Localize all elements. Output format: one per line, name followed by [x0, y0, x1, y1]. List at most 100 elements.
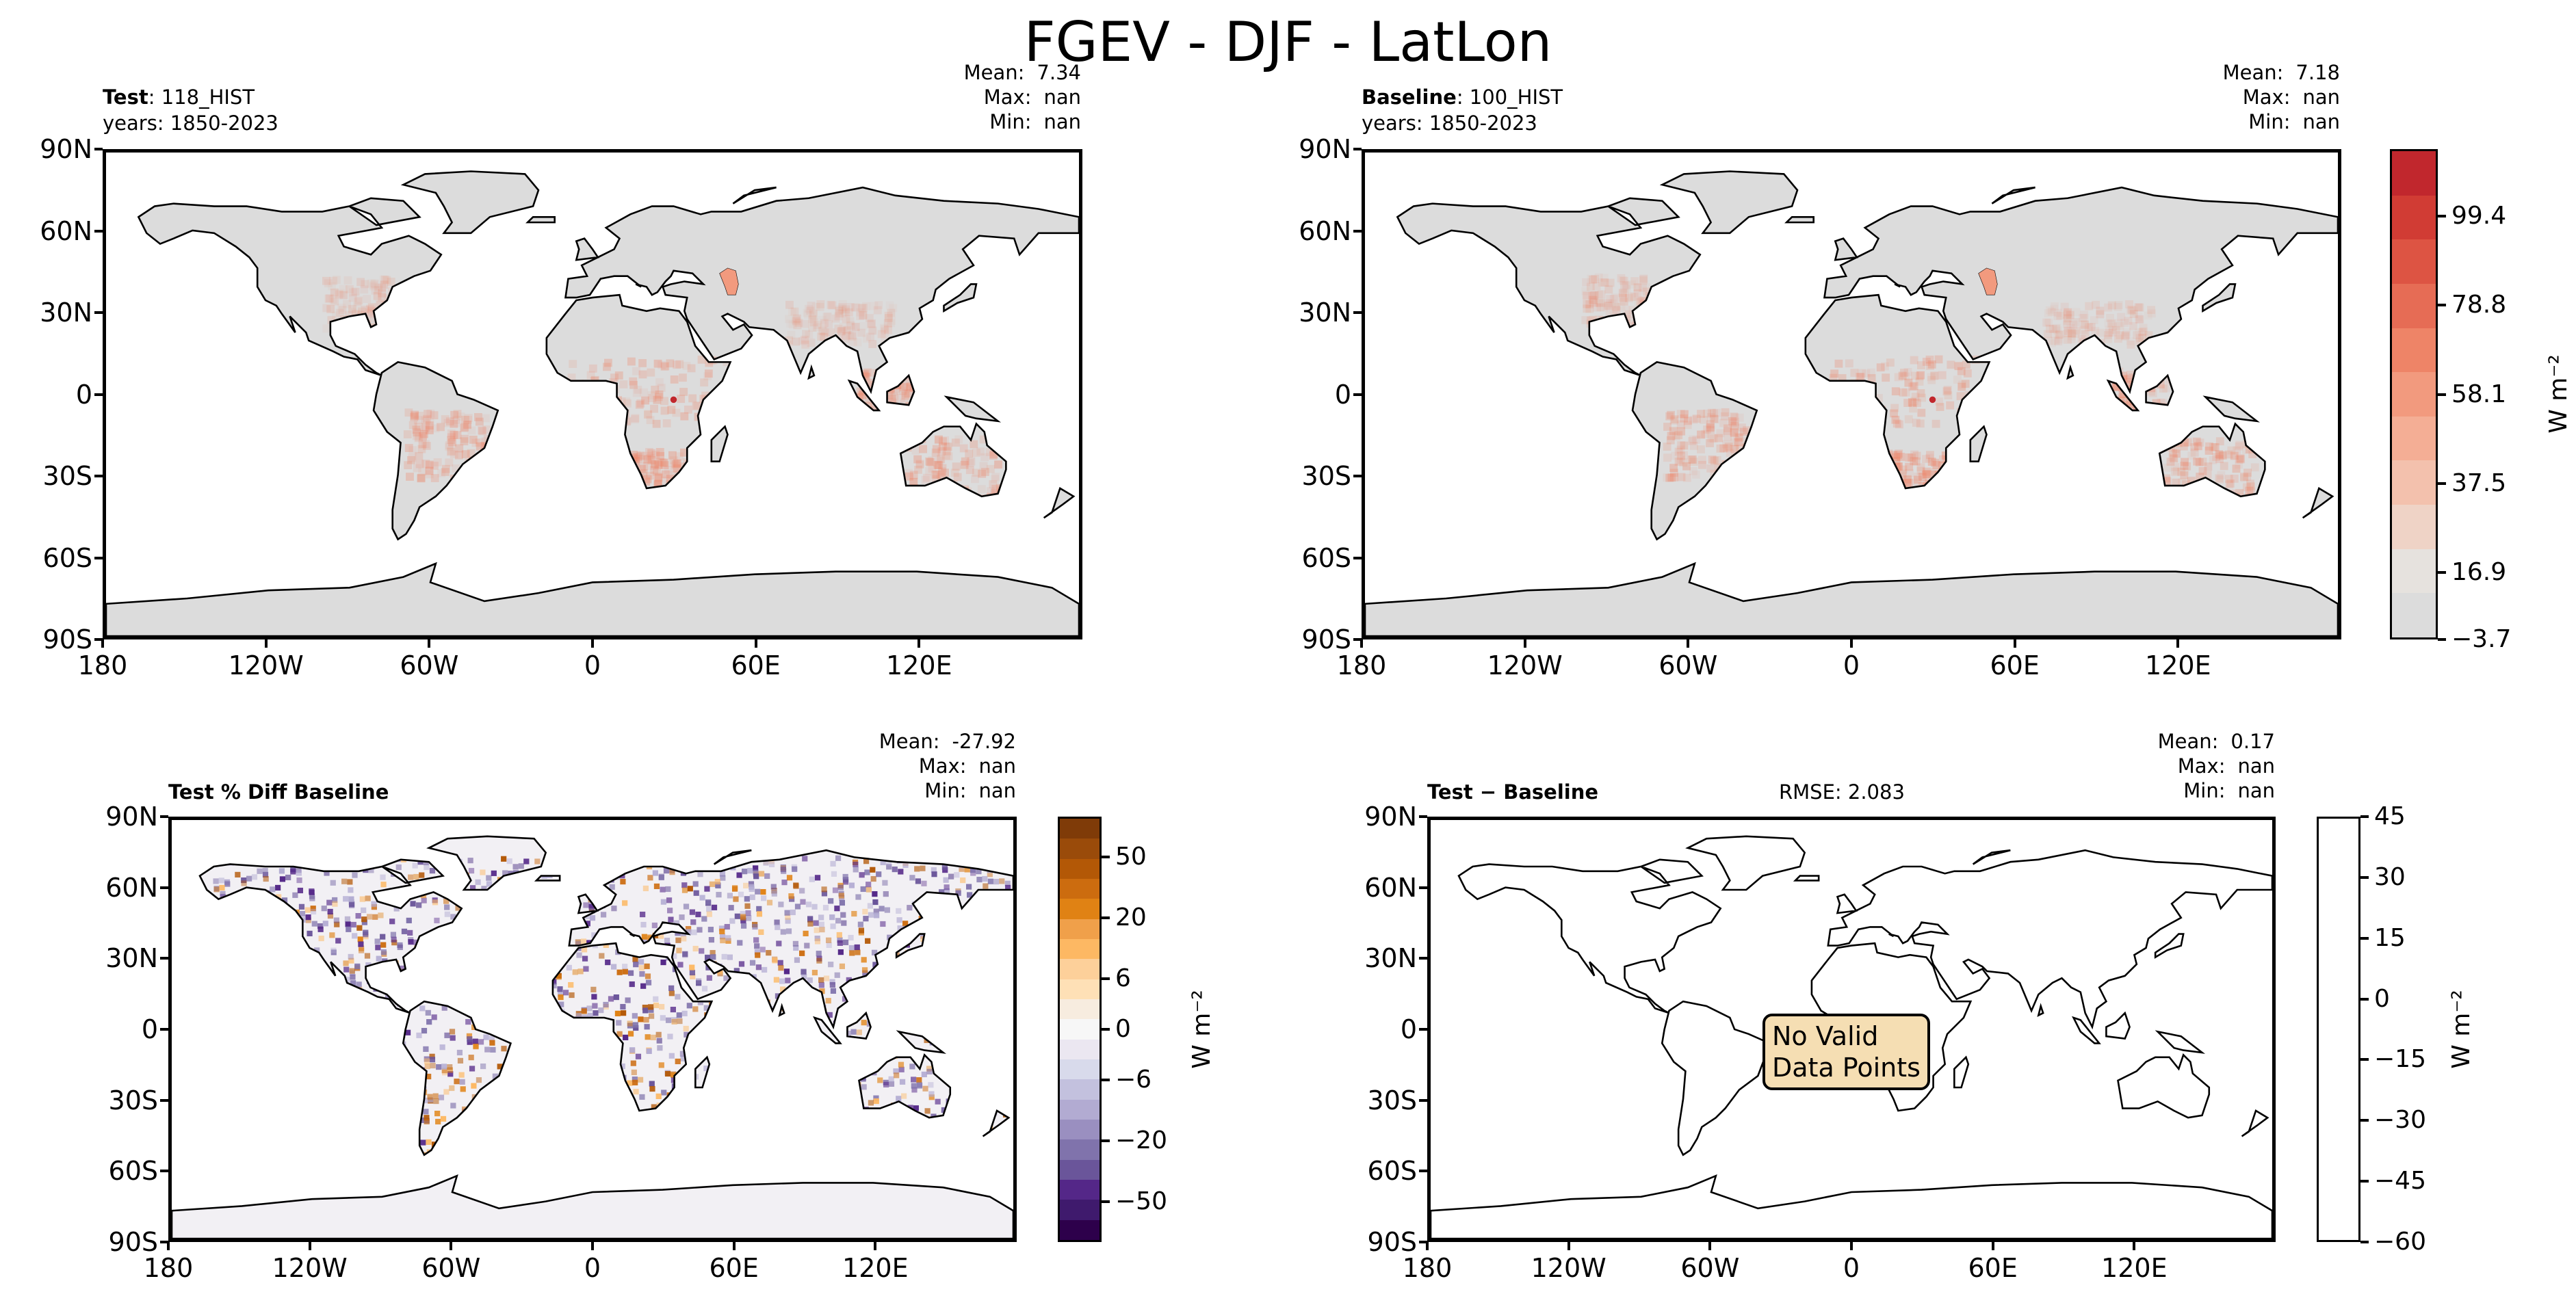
- diff-cb-tick: 0: [2374, 984, 2390, 1013]
- colorbar-segment: [1060, 979, 1100, 1001]
- test-lat-tickmark: [94, 393, 103, 396]
- colorbar-segment: [2392, 549, 2436, 595]
- pctdiff-cb-tickmark: [1102, 977, 1110, 980]
- baseline-lat-tickmark: [1353, 229, 1362, 233]
- pctdiff-lon-tick: 60W: [421, 1253, 481, 1283]
- diff-lon-tick: 120E: [2101, 1253, 2168, 1283]
- top-cb-tick: 16.9: [2451, 558, 2507, 587]
- colorbar-segment: [2392, 460, 2436, 507]
- diff-lon-tickmark: [1850, 1242, 1853, 1250]
- caspian-sea: [1979, 268, 1998, 295]
- top-cb-tick: 99.4: [2451, 201, 2507, 230]
- test-years: years: 1850-2023: [103, 111, 278, 135]
- diff-lon-tick: 180: [1402, 1253, 1453, 1283]
- top-colorbar: [2390, 149, 2438, 639]
- diff-map: No Valid Data Points: [1427, 817, 2276, 1242]
- top-cb-tick: 37.5: [2451, 468, 2507, 497]
- pctdiff-lat-tickmark: [160, 957, 168, 960]
- baseline-lon-tick: 120E: [2145, 650, 2211, 681]
- top-units-label: W m⁻²: [2545, 354, 2573, 434]
- baseline-lon-tickmark: [1360, 639, 1363, 648]
- baseline-lon-tick: 0: [1843, 650, 1860, 681]
- colorbar-segment: [1060, 999, 1100, 1021]
- pctdiff-lon-tickmark: [874, 1242, 877, 1250]
- colorbar-segment: [2392, 505, 2436, 551]
- pctdiff-cb-tick: −6: [1115, 1066, 1152, 1094]
- colorbar-segment: [1060, 1120, 1100, 1141]
- test-lat-tickmark: [94, 556, 103, 559]
- diff-lon-tick: 60E: [1968, 1253, 2018, 1283]
- baseline-map: [1362, 149, 2341, 639]
- colorbar-segment: [1060, 1059, 1100, 1081]
- diff-label: Test − Baseline: [1427, 780, 1599, 804]
- test-lat-tickmark: [94, 229, 103, 233]
- colorbar-segment: [1060, 819, 1100, 841]
- diff-colorbar: [2317, 817, 2360, 1242]
- baseline-lon-tick: 60W: [1658, 650, 1718, 681]
- baseline-header: Baseline: 100_HIST: [1362, 85, 1563, 109]
- diff-lon-tickmark: [1708, 1242, 1712, 1250]
- test-header: Test: 118_HIST: [103, 85, 255, 109]
- pctdiff-cb-tick: 6: [1115, 964, 1131, 992]
- diff-cb-tickmark: [2360, 1180, 2369, 1183]
- top-cb-tickmark: [2438, 214, 2446, 217]
- test-lon-tick: 0: [584, 650, 601, 681]
- diff-cb-tick: 45: [2374, 802, 2406, 830]
- colorbar-segment: [2392, 328, 2436, 374]
- pctdiff-lat-tick: 30N: [105, 943, 158, 974]
- diff-lat-tickmark: [1419, 957, 1427, 960]
- diff-lat-tick: 60N: [1364, 872, 1417, 903]
- baseline-lat-tick: 30N: [1299, 298, 1351, 328]
- pctdiff-lon-tickmark: [308, 1242, 311, 1250]
- baseline-lon-tickmark: [2176, 639, 2180, 648]
- colorbar-segment: [1060, 1039, 1100, 1061]
- pctdiff-units-label: W m⁻²: [1188, 990, 1216, 1069]
- diff-lon-tickmark: [1567, 1242, 1570, 1250]
- pctdiff-cb-tick: 20: [1115, 903, 1147, 932]
- baseline-lat-tickmark: [1353, 638, 1362, 641]
- pctdiff-lat-tick: 60S: [108, 1156, 158, 1187]
- diff-lat-tick: 90S: [1367, 1227, 1417, 1257]
- diff-cb-tickmark: [2360, 815, 2369, 818]
- test-lon-tickmark: [918, 639, 921, 648]
- test-lat-tickmark: [94, 311, 103, 314]
- baseline-case: : 100_HIST: [1456, 85, 1563, 109]
- diff-lon-tick: 0: [1843, 1253, 1860, 1283]
- top-cb-tick: 58.1: [2451, 380, 2507, 408]
- test-map: [103, 149, 1082, 639]
- pctdiff-lat-tick: 0: [141, 1014, 158, 1044]
- colorbar-segment: [1060, 939, 1100, 961]
- baseline-label: Baseline: [1362, 85, 1457, 109]
- diff-lat-tick: 0: [1400, 1014, 1417, 1044]
- pctdiff-cb-tick: 0: [1115, 1015, 1131, 1043]
- diff-cb-tick: −30: [2374, 1106, 2426, 1135]
- diff-lat-tick: 30S: [1367, 1085, 1417, 1115]
- pctdiff-map: [168, 817, 1017, 1242]
- pctdiff-cb-tickmark: [1102, 916, 1110, 920]
- diff-lat-tickmark: [1419, 1028, 1427, 1031]
- diff-lat-tick: 60S: [1367, 1156, 1417, 1187]
- no-data-box: No Valid Data Points: [1762, 1014, 1930, 1090]
- coastline: [1431, 836, 2272, 1239]
- diff-cb-tickmark: [2360, 1241, 2369, 1243]
- test-lon-tickmark: [591, 639, 594, 648]
- diff-cb-tickmark: [2360, 936, 2369, 940]
- test-lat-tick: 90N: [40, 134, 92, 164]
- baseline-lat-tick: 60N: [1299, 215, 1351, 246]
- pctdiff-lat-tickmark: [160, 1098, 168, 1102]
- diff-lon-tick: 120W: [1531, 1253, 1606, 1283]
- baseline-lat-tick: 90S: [1301, 624, 1351, 655]
- colorbar-segment: [1060, 839, 1100, 860]
- diff-cb-tick: 30: [2374, 862, 2406, 891]
- pctdiff-cb-tickmark: [1102, 1139, 1110, 1142]
- colorbar-segment: [1060, 899, 1100, 921]
- colorbar-segment: [1060, 1180, 1100, 1202]
- colorbar-segment: [1060, 1099, 1100, 1121]
- pctdiff-lat-tick: 90S: [108, 1227, 158, 1257]
- pctdiff-lon-tick: 180: [143, 1253, 194, 1283]
- test-lon-tick: 120W: [228, 650, 304, 681]
- baseline-lon-tickmark: [1687, 639, 1690, 648]
- pctdiff-lon-tickmark: [732, 1242, 736, 1250]
- diff-lon-tickmark: [1991, 1242, 1994, 1250]
- colorbar-segment: [1060, 1079, 1100, 1101]
